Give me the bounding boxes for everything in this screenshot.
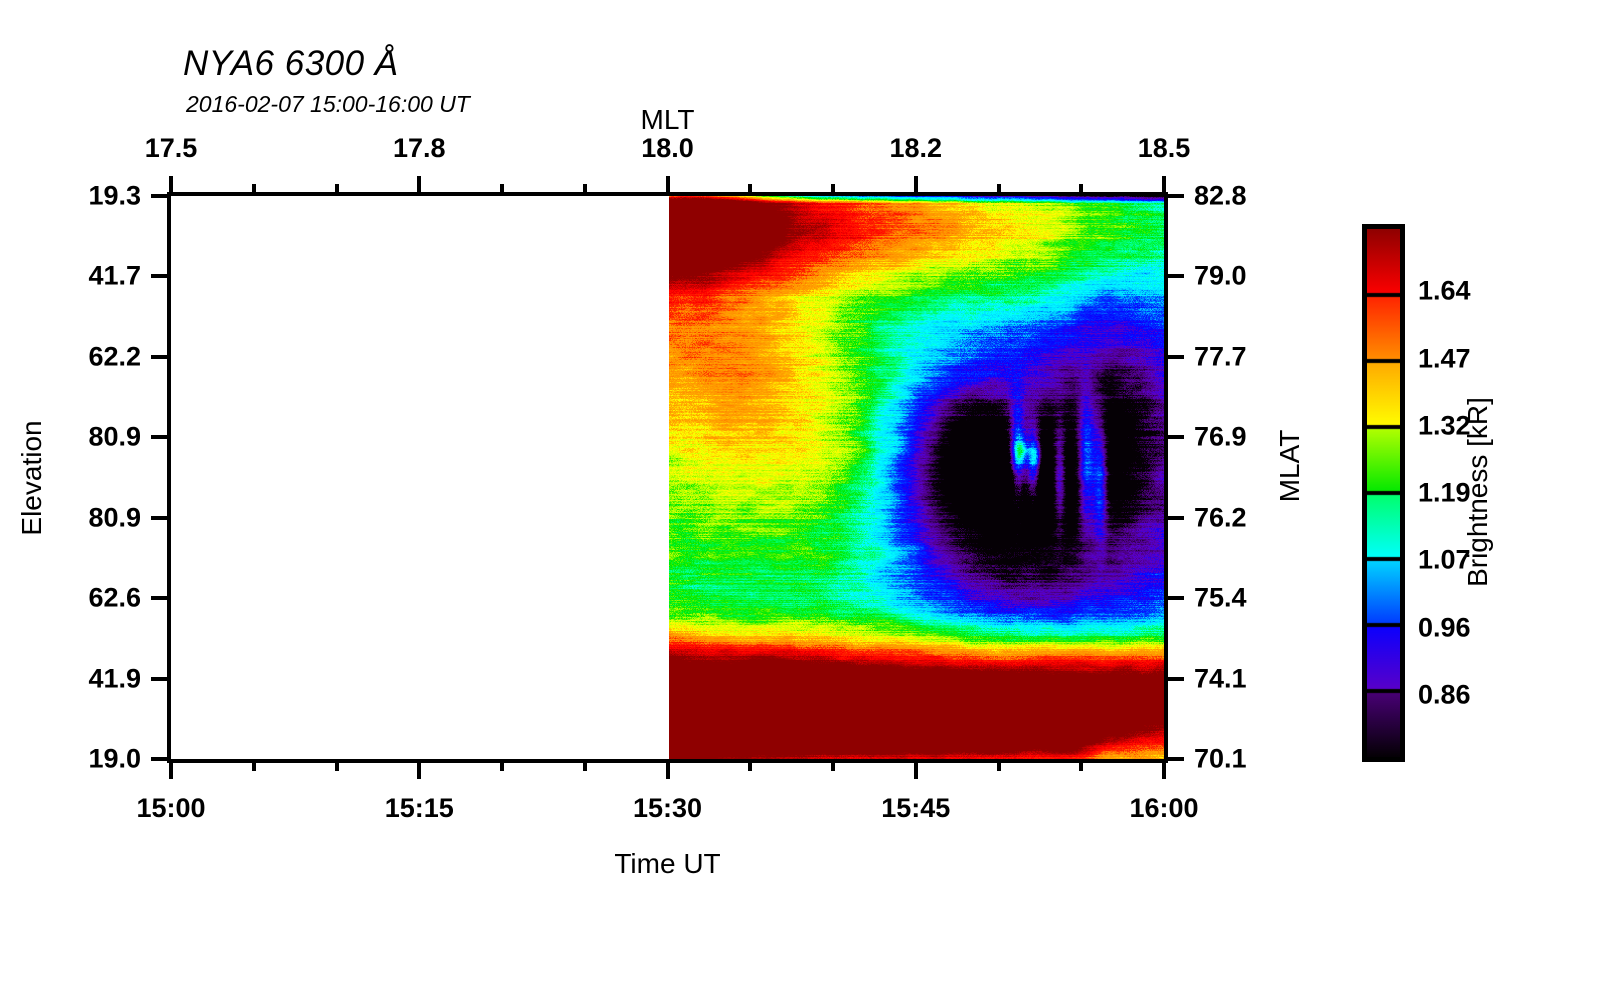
right-tick-label-6: 74.1 [1194,663,1247,694]
left-tick-label-1: 41.7 [88,260,141,291]
bottom-major-tick-2 [665,759,670,779]
bottom-tick-label-2: 15:30 [632,793,703,823]
right-major-tick-0 [1164,194,1184,198]
bottom-minor-tick-1-2 [582,759,587,771]
right-axis-title: MLAT [1274,429,1305,503]
left-axis-title: Elevation [16,419,47,536]
top-major-tick-0 [169,176,173,196]
top-tick-label-4: 18.5 [1137,133,1191,163]
right-major-tick-6 [1164,676,1184,681]
bottom-minor-tick-0-2 [334,759,339,771]
figure-title: NYA6 6300 Å [183,44,399,83]
top-tick-label-0: 17.5 [144,133,198,163]
top-major-tick-3 [913,176,918,196]
bottom-tick-label-0: 15:00 [136,793,206,823]
bottom-minor-tick-2-2 [831,759,835,771]
colorbar-tick-label-3: 1.19 [1418,477,1471,508]
bottom-tick-label-4: 16:00 [1129,793,1199,823]
top-major-tick-1 [417,176,422,196]
top-minor-tick-3-1 [996,184,1001,196]
top-major-tick-4 [1162,176,1166,196]
left-tick-label-7: 19.0 [88,743,141,774]
right-tick-label-2: 77.7 [1194,341,1247,372]
colorbar-tick-label-4: 1.07 [1418,544,1471,575]
left-major-tick-1 [151,274,171,279]
top-minor-tick-1-2 [582,184,587,196]
top-minor-tick-2-1 [748,184,753,196]
right-major-tick-3 [1164,435,1184,440]
bottom-major-tick-0 [169,759,173,779]
colorbar-tick-label-1: 1.47 [1418,343,1471,373]
bottom-tick-label-1: 15:15 [384,793,454,823]
top-minor-tick-1-1 [500,184,504,196]
colorbar-tick-label-6: 0.86 [1418,679,1471,710]
bottom-axis-title: Time UT [614,848,721,879]
left-major-tick-0 [151,194,171,198]
top-minor-tick-2-2 [831,184,835,196]
right-tick-label-4: 76.2 [1194,502,1247,533]
bottom-major-tick-1 [417,759,422,779]
right-major-tick-5 [1164,596,1184,601]
colorbar-tick-label-5: 0.96 [1418,612,1471,642]
colorbar [1362,224,1405,762]
top-major-tick-2 [665,176,670,196]
bottom-minor-tick-2-1 [748,759,753,771]
right-tick-label-5: 75.4 [1194,582,1247,613]
figure-subtitle: 2016-02-07 15:00-16:00 UT [186,91,470,117]
bottom-minor-tick-3-2 [1079,759,1084,771]
left-major-tick-7 [151,757,171,761]
right-major-tick-7 [1164,757,1184,761]
bottom-major-tick-3 [913,759,918,779]
bottom-minor-tick-3-1 [996,759,1001,771]
left-tick-label-6: 41.9 [88,663,141,694]
left-major-tick-3 [151,435,171,440]
top-tick-label-3: 18.2 [889,133,943,163]
colorbar-tick-label-2: 1.32 [1418,410,1471,441]
left-tick-label-2: 62.2 [88,341,141,372]
top-minor-tick-3-2 [1079,184,1084,196]
bottom-minor-tick-1-1 [500,759,504,771]
keogram-image [669,196,1164,759]
keogram-plot-frame [167,192,1168,763]
bottom-major-tick-4 [1162,759,1166,779]
top-tick-label-1: 17.8 [392,133,446,163]
right-major-tick-2 [1164,354,1184,359]
left-major-tick-4 [151,515,171,520]
left-tick-label-3: 80.9 [88,421,141,452]
left-tick-label-0: 19.3 [88,180,141,211]
top-minor-tick-0-1 [251,184,256,196]
right-tick-label-7: 70.1 [1194,743,1247,774]
top-tick-label-2: 18.0 [641,133,694,163]
colorbar-tick-label-0: 1.64 [1418,275,1471,306]
right-major-tick-1 [1164,274,1184,279]
right-tick-label-1: 79.0 [1194,260,1247,291]
right-major-tick-4 [1164,515,1184,520]
left-tick-label-5: 62.6 [88,582,141,613]
top-axis-title: MLT [640,104,695,135]
bottom-tick-label-3: 15:45 [881,793,951,823]
left-tick-label-4: 80.9 [88,502,141,533]
left-major-tick-6 [151,676,171,681]
plot-inner [171,196,1164,759]
bottom-minor-tick-0-1 [251,759,256,771]
left-major-tick-5 [151,596,171,601]
left-major-tick-2 [151,354,171,359]
right-tick-label-0: 82.8 [1194,180,1247,211]
top-minor-tick-0-2 [334,184,339,196]
right-tick-label-3: 76.9 [1194,421,1247,452]
